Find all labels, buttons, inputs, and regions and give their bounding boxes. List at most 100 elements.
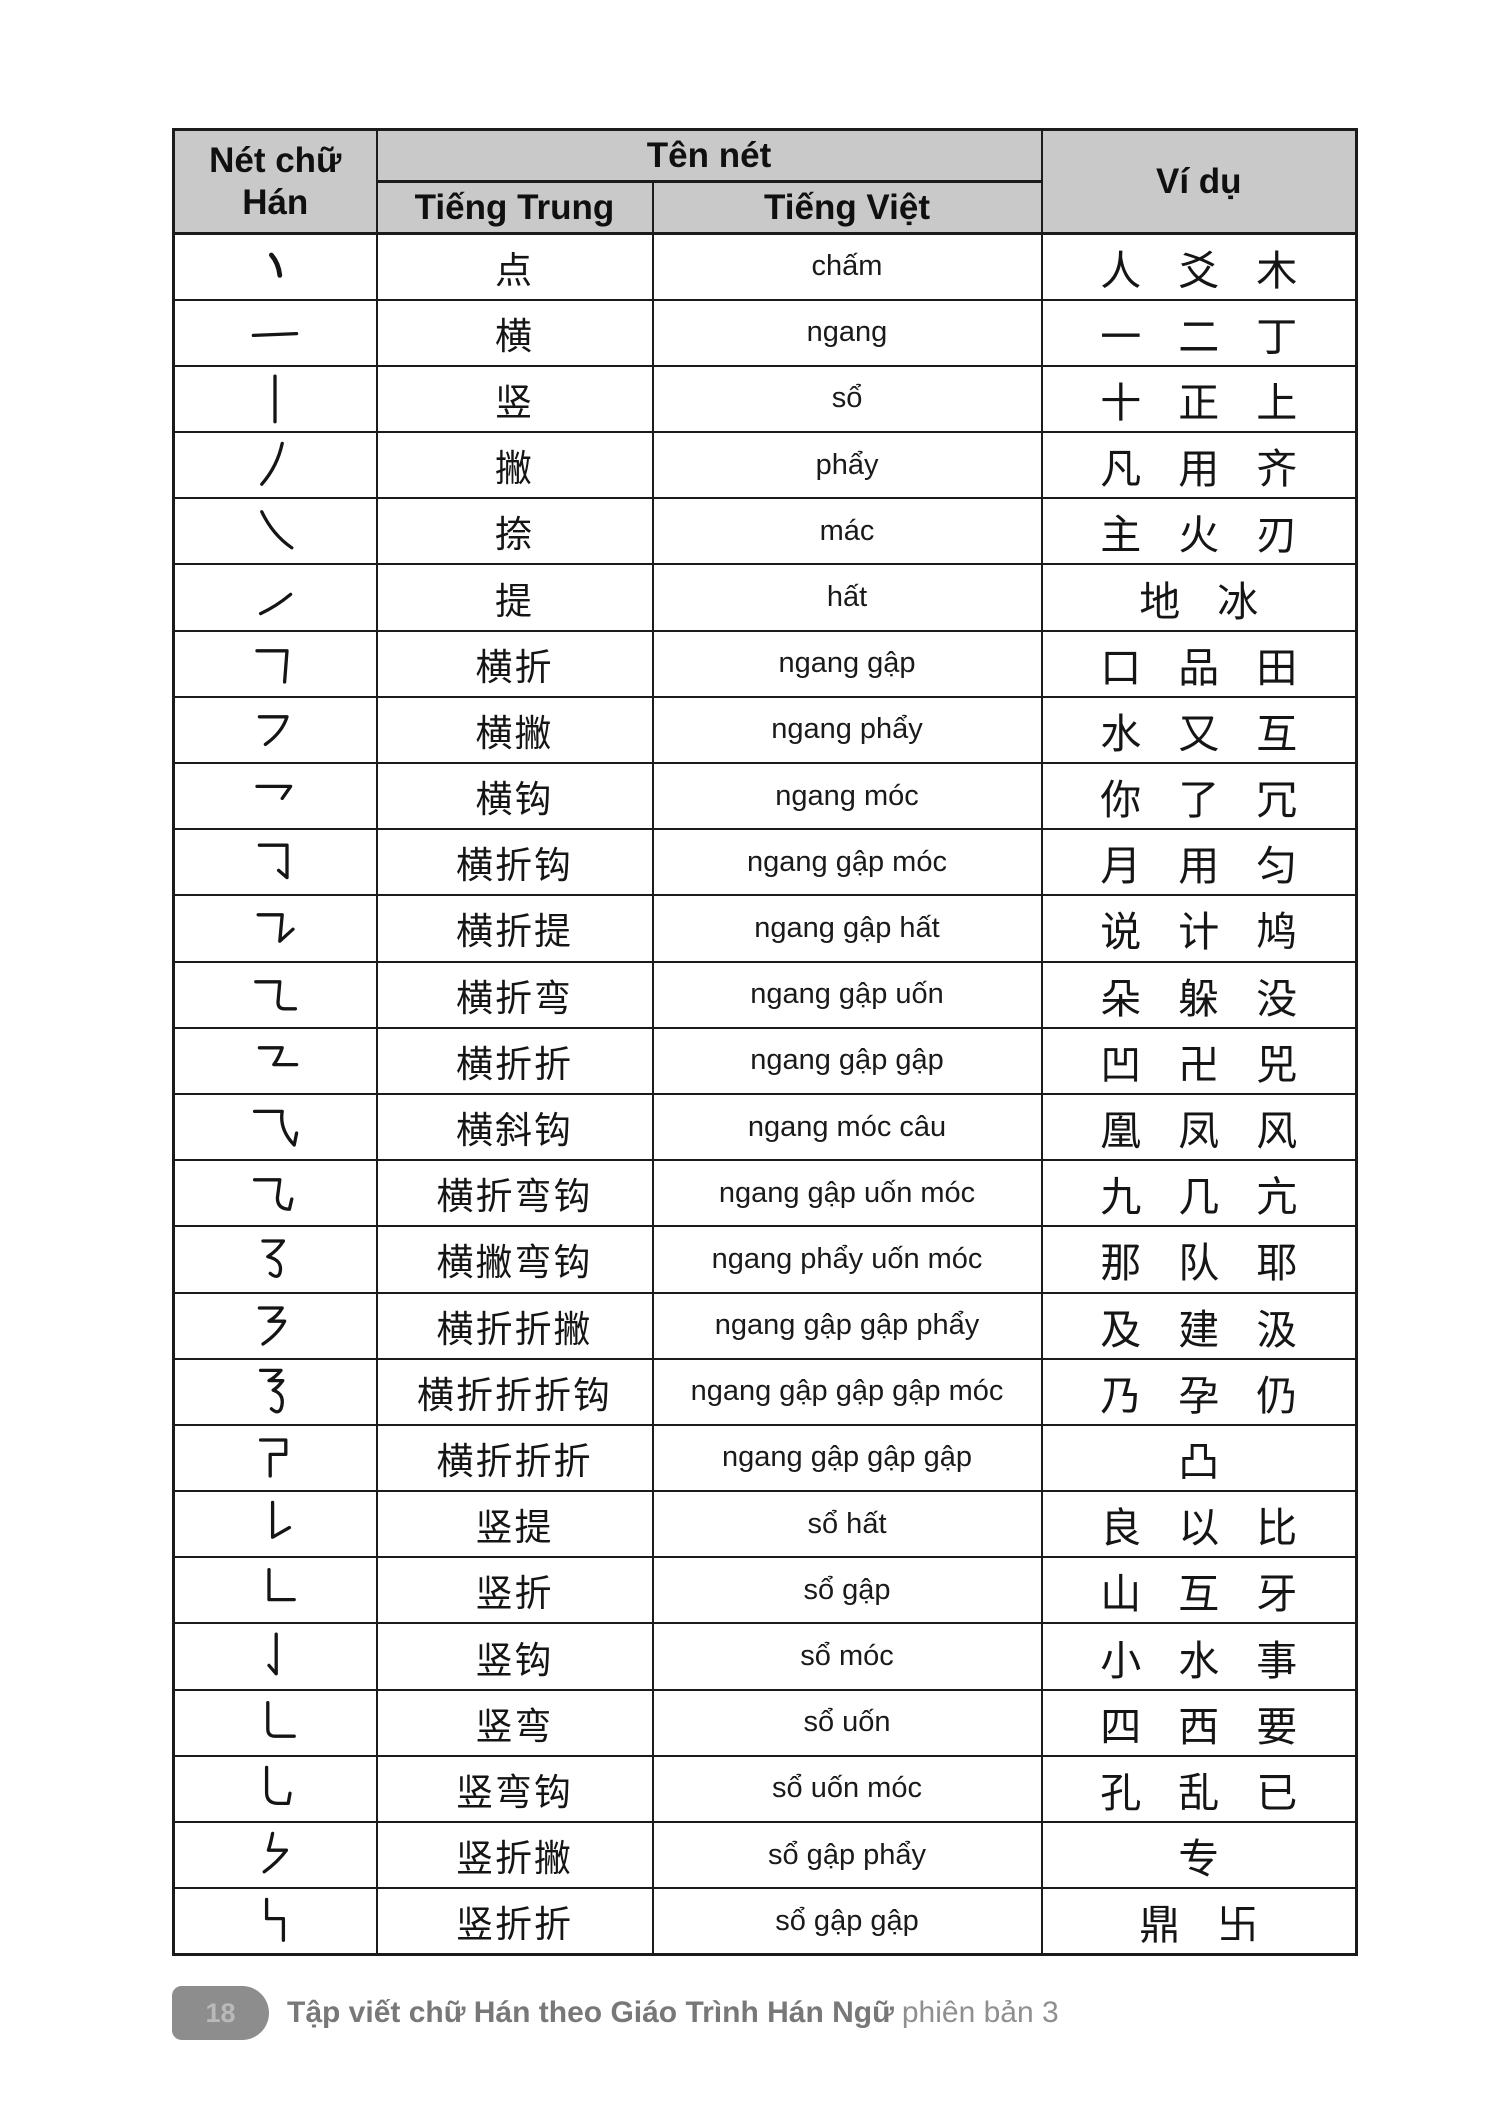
stroke-cell: ㇌ bbox=[172, 1225, 378, 1294]
stroke-cell: ㇙ bbox=[172, 1490, 378, 1559]
horizontal-fold-bend-stroke-icon bbox=[254, 979, 298, 1011]
stroke-name-chinese: 横折折 bbox=[375, 1026, 654, 1095]
stroke-name-vietnamese: sổ uốn móc bbox=[651, 1754, 1043, 1824]
example-characters: 小 水 事 bbox=[1040, 1622, 1358, 1691]
stroke-character: ㇋ bbox=[305, 1296, 306, 1297]
stroke-name-vietnamese: ngang gập gập phẩy bbox=[651, 1291, 1043, 1360]
left-falling-stroke-icon bbox=[260, 441, 285, 487]
footer-title-version: phiên bản 3 bbox=[901, 1996, 1059, 2029]
stroke-name-chinese: 横折提 bbox=[375, 894, 654, 963]
stroke-character: 一 bbox=[305, 303, 306, 304]
stroke-name-vietnamese: ngang gập gập gập bbox=[651, 1423, 1043, 1493]
rising-stroke-icon bbox=[259, 592, 293, 615]
stroke-cell: 丿 bbox=[172, 431, 378, 500]
horizontal-left-falling-bend-hook-stroke-icon bbox=[261, 1239, 286, 1279]
stroke-character: ㇇ bbox=[305, 700, 306, 701]
vertical-fold-stroke-icon bbox=[267, 1568, 297, 1602]
horizontal-fold-hook-stroke-icon bbox=[258, 843, 289, 880]
stroke-name-vietnamese: ngang gập móc bbox=[651, 828, 1043, 897]
column-header-example: Ví dụ bbox=[1040, 128, 1358, 235]
stroke-cell: ㇜ bbox=[172, 1820, 378, 1890]
column-header-vietnamese: Tiếng Việt bbox=[651, 180, 1043, 235]
page-footer: 18 Tập viết chữ Hán theo Giáo Trình Hán … bbox=[172, 1986, 1059, 2040]
stroke-character: ㇎ bbox=[305, 1428, 306, 1429]
example-characters: 专 bbox=[1040, 1820, 1358, 1890]
stroke-cell: 丨 bbox=[172, 364, 378, 434]
stroke-name-chinese: 横折折撇 bbox=[375, 1291, 654, 1360]
stroke-name-chinese: 竖折折 bbox=[375, 1887, 654, 1956]
example-characters: 凡 用 齐 bbox=[1040, 431, 1358, 500]
stroke-character: ㇀ bbox=[305, 568, 306, 569]
stroke-name-vietnamese: sổ gập bbox=[651, 1556, 1043, 1625]
stroke-name-chinese: 横折弯钩 bbox=[375, 1159, 654, 1228]
stroke-character: ㇆ bbox=[305, 832, 306, 833]
stroke-cell: ㇞ bbox=[172, 1887, 378, 1956]
stroke-character: 丨 bbox=[305, 369, 306, 370]
horizontal-fold-stroke-icon bbox=[255, 648, 289, 684]
stroke-cell: ㇠ bbox=[172, 1092, 378, 1162]
stroke-name-vietnamese: ngang móc bbox=[651, 761, 1043, 831]
example-characters: 十 正 上 bbox=[1040, 364, 1358, 434]
example-characters: 及 建 汲 bbox=[1040, 1291, 1358, 1360]
example-characters: 说 计 鸠 bbox=[1040, 894, 1358, 963]
stroke-name-vietnamese: ngang gập uốn móc bbox=[651, 1159, 1043, 1228]
stroke-name-vietnamese: ngang phẩy bbox=[651, 695, 1043, 765]
stroke-cell: ㇡ bbox=[172, 1357, 378, 1426]
stroke-character: ㇈ bbox=[305, 1163, 306, 1164]
example-characters: 月 用 匀 bbox=[1040, 828, 1358, 897]
stroke-name-chinese: 竖钩 bbox=[375, 1622, 654, 1691]
stroke-cell: ㇕ bbox=[172, 629, 378, 698]
stroke-cell: ㇏ bbox=[172, 497, 378, 566]
stroke-character: ㇏ bbox=[305, 501, 306, 502]
page-number: 18 bbox=[205, 1997, 236, 2028]
column-header-stroke: Nét chữ Hán bbox=[172, 128, 378, 235]
stroke-name-vietnamese: ngang bbox=[651, 298, 1043, 367]
stroke-character: ㇅ bbox=[305, 1031, 306, 1032]
stroke-name-vietnamese: ngang gập hất bbox=[651, 894, 1043, 963]
horizontal-fold-fold-fold-hook-stroke-icon bbox=[259, 1368, 285, 1414]
stroke-name-vietnamese: chấm bbox=[651, 232, 1043, 301]
horizontal-left-falling-stroke-icon bbox=[258, 715, 289, 746]
stroke-cell: ㇈ bbox=[172, 1159, 378, 1228]
stroke-name-chinese: 横撇 bbox=[375, 695, 654, 765]
stroke-name-vietnamese: mác bbox=[651, 497, 1043, 566]
stroke-name-chinese: 横折钩 bbox=[375, 828, 654, 897]
stroke-name-vietnamese: ngang gập gập gập móc bbox=[651, 1357, 1043, 1426]
stroke-character: 丶 bbox=[305, 237, 306, 238]
stroke-name-vietnamese: ngang gập bbox=[651, 629, 1043, 698]
stroke-character: ㇗ bbox=[305, 1560, 306, 1561]
example-characters: 凹 卍 兕 bbox=[1040, 1026, 1358, 1095]
stroke-table-header: Nét chữ Hán Tên nét Ví dụ Tiếng Trung Ti… bbox=[172, 128, 1358, 235]
example-characters: 凸 bbox=[1040, 1423, 1358, 1493]
example-characters: 九 几 亢 bbox=[1040, 1159, 1358, 1228]
example-characters: 那 队 耶 bbox=[1040, 1225, 1358, 1294]
horizontal-slant-hook-stroke-icon bbox=[253, 1109, 299, 1147]
stroke-name-vietnamese: sổ móc bbox=[651, 1622, 1043, 1691]
stroke-character: ㇙ bbox=[305, 1494, 306, 1495]
horizontal-fold-fold-fold-stroke-icon bbox=[259, 1438, 288, 1478]
stroke-name-chinese: 横折弯 bbox=[375, 960, 654, 1029]
vertical-fold-left-falling-stroke-icon bbox=[262, 1831, 289, 1874]
stroke-character: ㇞ bbox=[305, 1891, 306, 1892]
stroke-cell: ㇊ bbox=[172, 894, 378, 963]
horizontal-fold-bend-hook-stroke-icon bbox=[253, 1178, 294, 1212]
example-characters: 口 品 田 bbox=[1040, 629, 1358, 698]
stroke-character: ㇟ bbox=[305, 1759, 306, 1760]
horizontal-fold-fold-left-falling-stroke-icon bbox=[258, 1305, 287, 1346]
